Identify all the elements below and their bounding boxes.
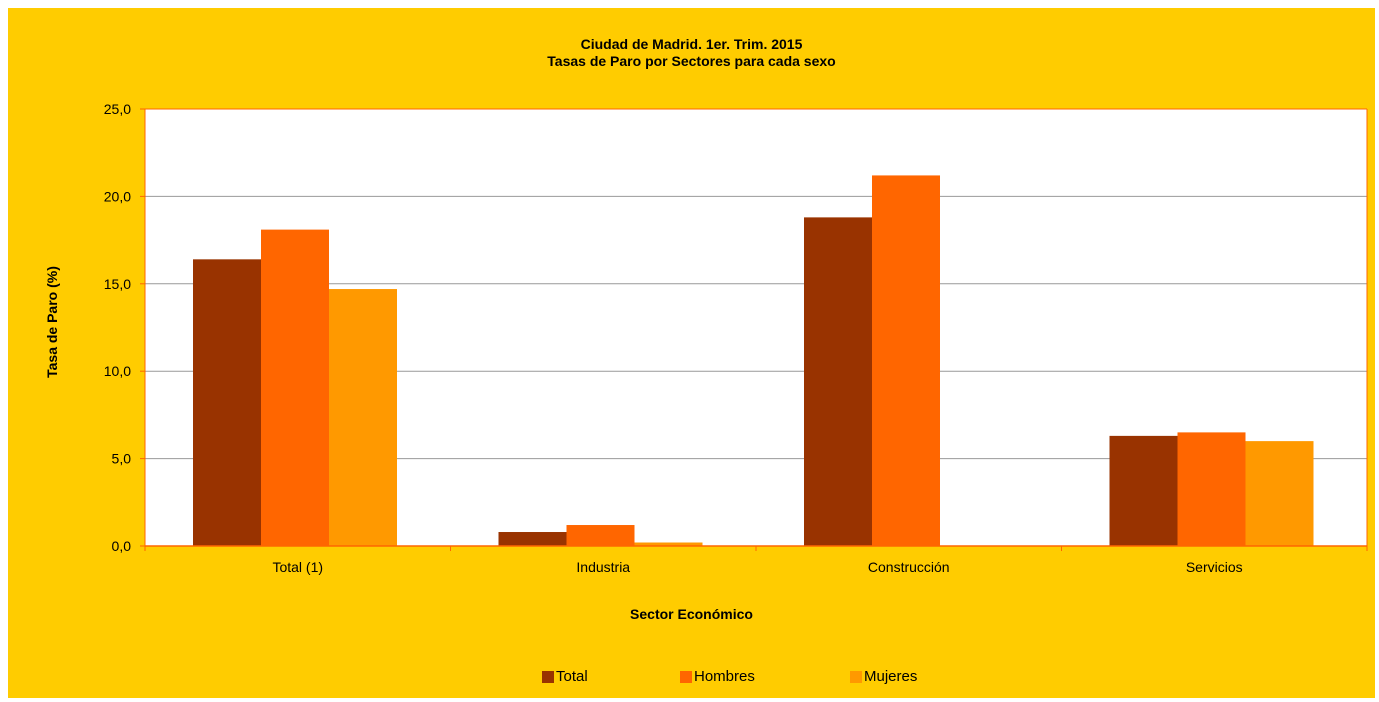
- y-tick-label: 15,0: [104, 276, 131, 292]
- chart-subtitle: Tasas de Paro por Sectores para cada sex…: [547, 53, 836, 69]
- y-tick-label: 25,0: [104, 101, 131, 117]
- legend: Total Hombres Mujeres: [8, 668, 1375, 688]
- bar-hombres-0: [261, 229, 329, 546]
- chart-title-block: Ciudad de Madrid. 1er. Trim. 2015 Tasas …: [8, 36, 1375, 70]
- bar-hombres-2: [872, 175, 940, 546]
- y-tick-label: 10,0: [104, 363, 131, 379]
- legend-label: Total: [556, 668, 588, 685]
- legend-swatch: [850, 670, 862, 683]
- x-tick-label: Servicios: [1186, 559, 1243, 575]
- legend-item-hombres: Hombres: [680, 668, 755, 685]
- bar-mujeres-1: [634, 542, 703, 546]
- x-tick-label: Industria: [576, 559, 630, 575]
- bar-total-0: [193, 259, 261, 546]
- legend-item-total: Total: [542, 668, 588, 685]
- x-tick-label: Construcción: [868, 559, 950, 575]
- bar-hombres-3: [1177, 432, 1246, 546]
- y-tick-label: 20,0: [104, 188, 131, 204]
- y-tick-label: 0,0: [112, 538, 132, 554]
- legend-item-mujeres: Mujeres: [850, 668, 917, 685]
- x-tick-label: Total (1): [272, 559, 323, 575]
- x-axis-label: Sector Económico: [630, 606, 753, 622]
- legend-label: Mujeres: [864, 668, 918, 685]
- legend-label: Hombres: [694, 668, 755, 685]
- legend-swatch: [680, 670, 692, 683]
- y-tick-label: 5,0: [112, 451, 132, 467]
- legend-swatch: [542, 670, 554, 683]
- bar-total-2: [804, 217, 872, 546]
- bar-total-1: [498, 532, 567, 546]
- bar-mujeres-3: [1245, 441, 1314, 546]
- chart-title: Ciudad de Madrid. 1er. Trim. 2015: [580, 36, 803, 52]
- bar-mujeres-0: [329, 289, 397, 546]
- bar-hombres-1: [566, 525, 635, 546]
- bar-total-3: [1109, 435, 1178, 546]
